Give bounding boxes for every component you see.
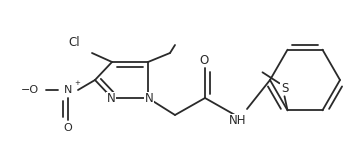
Text: Cl: Cl xyxy=(68,37,80,50)
Text: +: + xyxy=(74,80,80,86)
Text: S: S xyxy=(281,82,288,95)
Text: −O: −O xyxy=(21,85,39,95)
Text: N: N xyxy=(64,85,72,95)
Text: N: N xyxy=(145,92,153,105)
Text: NH: NH xyxy=(229,114,247,127)
Text: N: N xyxy=(107,92,115,105)
Text: O: O xyxy=(199,53,209,66)
Text: O: O xyxy=(64,123,72,133)
